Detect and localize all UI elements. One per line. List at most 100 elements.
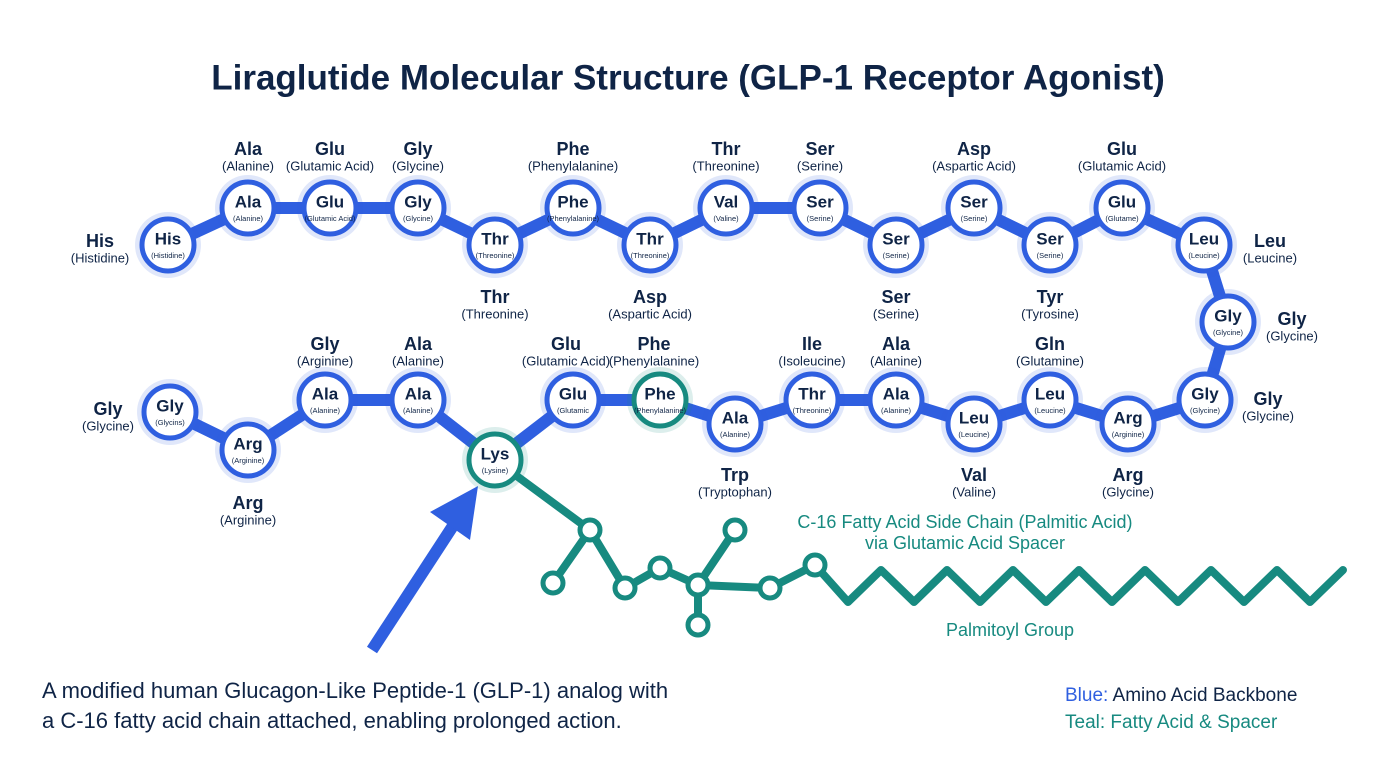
group-label: Palmitoyl Group (946, 620, 1074, 640)
node-inner: (Phenylalanine) (547, 214, 600, 223)
node-abbr: Gly (1214, 306, 1242, 325)
node-label-full: (Glutamic Acid) (522, 353, 610, 368)
node-label-full: (Isoleucine) (778, 353, 845, 368)
node (544, 371, 602, 429)
node-label: Arg (1113, 465, 1144, 485)
node-label: Ser (881, 287, 910, 307)
node (1021, 371, 1079, 429)
node-label: Val (961, 465, 987, 485)
node-label: Ala (404, 334, 433, 354)
node (945, 395, 1003, 453)
node (1199, 293, 1257, 351)
arrow-head (430, 486, 478, 540)
side-chain-title: C-16 Fatty Acid Side Chain (Palmitic Aci… (797, 512, 1132, 532)
node-abbr: Ser (960, 192, 988, 211)
legend-entry: Blue: Amino Acid Backbone (1065, 685, 1297, 706)
node-inner: (Serine) (1037, 251, 1064, 260)
node-abbr: Ala (312, 384, 339, 403)
legend-text: Fatty Acid & Spacer (1110, 712, 1278, 733)
node-abbr: Ala (235, 192, 262, 211)
node-label: His (86, 231, 114, 251)
legend-text: Amino Acid Backbone (1113, 685, 1298, 706)
node-inner: (Lysine) (482, 466, 509, 475)
node-inner: (Glutamic (557, 406, 589, 415)
node-abbr: Gly (404, 192, 432, 211)
node-label-full: (Threonine) (692, 158, 759, 173)
node-label: Thr (481, 287, 510, 307)
node-label-full: (Alanine) (392, 353, 444, 368)
node-label: Ala (234, 139, 263, 159)
node-inner: (Phenylalanine) (634, 406, 687, 415)
node-label-full: (Aspartic Acid) (608, 306, 692, 321)
node-label: Arg (233, 493, 264, 513)
node-label-full: (Glutamic Acid) (286, 158, 374, 173)
node-label-full: (Threonine) (461, 306, 528, 321)
node-abbr: Phe (644, 384, 675, 403)
node-inner: (Histidine) (151, 251, 185, 260)
node (706, 395, 764, 453)
node (1021, 216, 1079, 274)
node-abbr: Glu (316, 192, 344, 211)
node-label: Leu (1254, 231, 1286, 251)
node-abbr: Ser (1036, 229, 1064, 248)
node-inner: (Alanine) (881, 406, 912, 415)
node-label: Tyr (1037, 287, 1064, 307)
node-inner: (Alanine) (403, 406, 434, 415)
node-label: Phe (637, 334, 670, 354)
side-chain-title: via Glutamic Acid Spacer (865, 533, 1065, 553)
node (141, 383, 199, 441)
node-inner: (Glycine) (1213, 328, 1244, 337)
node-inner: (Arginine) (232, 456, 265, 465)
node-abbr: Leu (1189, 229, 1219, 248)
node-label: Thr (712, 139, 741, 159)
node-inner: (Threonine) (793, 406, 832, 415)
node (1175, 216, 1233, 274)
node-abbr: His (155, 229, 181, 248)
node (389, 179, 447, 237)
node (783, 371, 841, 429)
nodes: His(Histidine)His(Histidine)Ala(Alanine)… (71, 139, 1318, 528)
arrow-shaft (366, 508, 468, 654)
node-inner: (Threonine) (631, 251, 670, 260)
node-inner: (Alanine) (310, 406, 341, 415)
node-inner: (Valine) (713, 214, 739, 223)
node (301, 179, 359, 237)
node (389, 371, 447, 429)
node-inner: (Glycins) (155, 418, 185, 427)
node (139, 216, 197, 274)
node-abbr: Arg (233, 434, 262, 453)
node-label: Gly (93, 399, 122, 419)
node-abbr: Gly (1191, 384, 1219, 403)
node (621, 216, 679, 274)
node (466, 431, 524, 489)
node-label-full: (Alanine) (870, 353, 922, 368)
node (544, 179, 602, 237)
node-label: Asp (633, 287, 667, 307)
fatty-chain (811, 561, 1347, 606)
node-label: Ala (882, 334, 911, 354)
node (1176, 371, 1234, 429)
node-abbr: Glu (1108, 192, 1136, 211)
node-label: Gly (1253, 389, 1282, 409)
node-abbr: Ser (882, 229, 910, 248)
node-inner: (Serine) (807, 214, 834, 223)
node (1099, 395, 1157, 453)
node-label: Phe (556, 139, 589, 159)
node-abbr: Val (714, 192, 739, 211)
node-inner: (Leucine) (1034, 406, 1066, 415)
node-label-full: (Histidine) (71, 250, 130, 265)
node (219, 421, 277, 479)
node-label-full: (Tryptophan) (698, 484, 772, 499)
atom (540, 570, 566, 596)
node-inner: (Arginine) (1112, 430, 1145, 439)
node-inner: (Glutamic Acid) (305, 214, 356, 223)
node-inner: (Alanine) (720, 430, 751, 439)
node-abbr: Thr (481, 229, 509, 248)
node-abbr: Ala (405, 384, 432, 403)
node-label-full: (Aspartic Acid) (932, 158, 1016, 173)
node (296, 371, 354, 429)
node-inner: (Glycine) (1190, 406, 1221, 415)
node-label-full: (Glycine) (1266, 328, 1318, 343)
node-inner: (Alanine) (233, 214, 264, 223)
node-abbr: Glu (559, 384, 587, 403)
